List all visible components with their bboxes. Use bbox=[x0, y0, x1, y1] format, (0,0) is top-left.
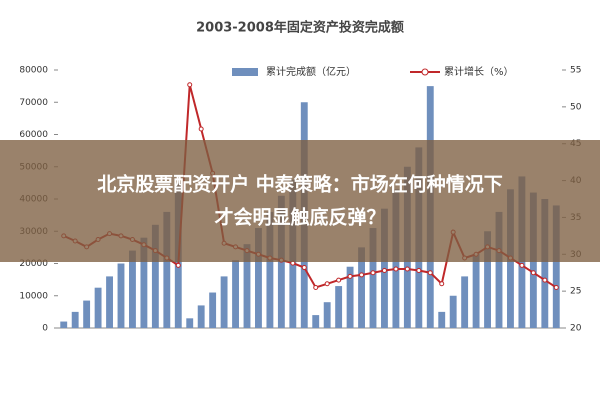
bar bbox=[312, 315, 320, 328]
bar bbox=[94, 287, 102, 328]
bar bbox=[495, 211, 503, 328]
headline: 才会明显触底反弹？ bbox=[214, 206, 385, 229]
bar bbox=[129, 250, 136, 328]
bar bbox=[220, 276, 228, 328]
point bbox=[530, 270, 536, 276]
bar bbox=[358, 247, 365, 328]
point bbox=[381, 268, 387, 274]
bar bbox=[346, 266, 354, 328]
y-tick-label: 0 bbox=[42, 324, 48, 334]
bar bbox=[117, 263, 125, 328]
bar bbox=[335, 286, 343, 328]
point bbox=[439, 281, 445, 287]
bar bbox=[197, 305, 205, 328]
bar bbox=[163, 211, 171, 328]
bar bbox=[232, 260, 239, 328]
bar bbox=[140, 237, 148, 328]
point bbox=[359, 272, 365, 278]
point bbox=[313, 284, 319, 290]
point bbox=[187, 82, 193, 88]
bar bbox=[151, 224, 159, 328]
bar bbox=[60, 321, 68, 328]
point bbox=[198, 126, 204, 132]
point bbox=[347, 273, 353, 279]
bar bbox=[266, 211, 274, 328]
y-tick-label: 20000 bbox=[19, 259, 48, 269]
point bbox=[542, 277, 548, 283]
y-tick-label: 80000 bbox=[19, 66, 48, 76]
legend-label: 累计完成额（亿元） bbox=[266, 65, 356, 78]
bar bbox=[323, 302, 331, 328]
point bbox=[519, 262, 525, 268]
point bbox=[301, 265, 307, 271]
bar bbox=[484, 231, 491, 328]
y-tick-label: 70000 bbox=[19, 98, 48, 108]
point bbox=[416, 268, 422, 274]
legend-label: 累计增长（%） bbox=[444, 65, 514, 78]
bar bbox=[438, 311, 446, 328]
point bbox=[336, 277, 342, 283]
bar bbox=[209, 292, 217, 328]
bar bbox=[106, 276, 113, 328]
headline-banner bbox=[0, 140, 600, 262]
bar bbox=[541, 199, 549, 328]
y-tick-label: 60000 bbox=[19, 130, 48, 140]
y2-tick-label: 50 bbox=[570, 102, 582, 112]
headline: 北京股票配资开户 中泰策略：市场在何种情况下 bbox=[97, 173, 503, 196]
point bbox=[370, 270, 376, 276]
point bbox=[324, 281, 330, 287]
bar bbox=[83, 300, 91, 328]
y2-tick-label: 20 bbox=[570, 324, 582, 334]
point bbox=[404, 266, 410, 272]
bar bbox=[186, 318, 194, 328]
point bbox=[427, 270, 433, 276]
bar bbox=[472, 253, 480, 328]
chart-title: 2003-2008年固定资产投资完成额 bbox=[196, 20, 404, 36]
bar bbox=[552, 205, 560, 328]
bar bbox=[243, 244, 251, 328]
y2-tick-label: 25 bbox=[570, 287, 581, 297]
legend-marker bbox=[421, 68, 429, 76]
bar bbox=[461, 276, 469, 328]
y-tick-label: 10000 bbox=[19, 291, 48, 301]
bar bbox=[369, 228, 377, 328]
legend-swatch bbox=[232, 68, 258, 76]
bar bbox=[255, 228, 262, 328]
bar bbox=[71, 311, 79, 328]
point bbox=[553, 284, 559, 290]
bar bbox=[449, 295, 457, 328]
point bbox=[393, 266, 399, 272]
point bbox=[175, 262, 181, 268]
y2-tick-label: 55 bbox=[570, 66, 581, 76]
